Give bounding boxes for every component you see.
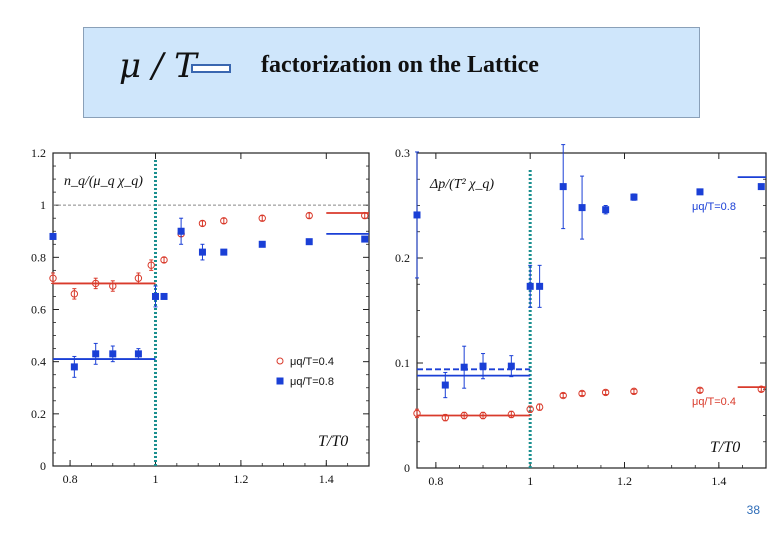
data-point-circle <box>526 405 534 413</box>
y-tick-label: 0.8 <box>31 250 46 264</box>
legend-marker <box>276 357 284 365</box>
data-point-square <box>413 211 421 219</box>
data-point-square <box>258 240 266 248</box>
y-tick-label: 0.2 <box>395 251 410 265</box>
x-tick-label: 1 <box>152 472 158 486</box>
data-point-circle <box>507 410 516 419</box>
y-tick-label: 1.2 <box>31 146 46 160</box>
data-point-square <box>578 204 586 212</box>
data-point-circle <box>49 274 57 282</box>
data-point-circle <box>198 219 207 228</box>
data-point-square <box>160 292 168 300</box>
x-tick-label: 1.2 <box>617 474 632 488</box>
y-tick-label: 1 <box>40 198 46 212</box>
data-point-square <box>526 282 534 290</box>
data-point-circle <box>92 279 100 288</box>
data-point-square <box>507 362 515 370</box>
data-point-square <box>460 363 468 371</box>
legend-label: μq/T=0.4 <box>692 396 736 408</box>
x-tick-label: 1 <box>527 474 533 488</box>
x-axis-label: T/T0 <box>318 433 348 450</box>
data-point-square <box>361 235 369 243</box>
data-point-circle <box>134 274 143 282</box>
data-point-circle <box>147 261 155 269</box>
data-point-circle <box>413 409 421 418</box>
data-point-square <box>134 350 142 358</box>
data-point-circle <box>305 211 313 220</box>
x-tick-label: 1.4 <box>711 474 726 488</box>
data-point-circle <box>479 411 487 420</box>
data-point-square <box>109 350 117 358</box>
y-tick-label: 0.4 <box>31 355 46 369</box>
legend-marker <box>276 377 284 385</box>
data-point-circle <box>220 217 228 225</box>
data-point-square <box>70 363 78 371</box>
data-point-square <box>630 193 638 201</box>
legend-label: μq/T=0.8 <box>290 376 334 388</box>
data-point-square <box>536 282 544 290</box>
title-box: μ / T factorization on the Lattice <box>83 27 700 118</box>
y-tick-label: 0.3 <box>395 146 410 160</box>
data-point-square <box>92 350 100 358</box>
data-point-square <box>441 381 449 389</box>
data-point-square <box>479 362 487 370</box>
x-tick-label: 0.8 <box>63 472 78 486</box>
data-point-circle <box>361 211 369 220</box>
x-tick-label: 0.8 <box>428 474 443 488</box>
data-point-square <box>696 188 704 196</box>
x-tick-label: 1.4 <box>319 472 334 486</box>
y-axis-label: Δp/(T² χ_q) <box>429 177 494 192</box>
y-tick-label: 0 <box>404 461 410 475</box>
data-point-square <box>757 183 765 191</box>
title-symbol: μ / T <box>119 46 197 86</box>
x-axis-label: T/T0 <box>710 439 740 456</box>
data-point-square <box>49 232 57 240</box>
legend-label: μq/T=0.4 <box>290 356 334 368</box>
data-point-circle <box>559 391 567 400</box>
data-point-circle <box>696 386 704 394</box>
x-tick-label: 1.2 <box>233 472 248 486</box>
data-point-square <box>559 183 567 191</box>
slide-number: 38 <box>746 503 760 517</box>
data-point-circle <box>258 214 266 222</box>
data-point-circle <box>160 256 168 264</box>
data-point-square <box>602 206 610 214</box>
data-point-circle <box>601 388 610 397</box>
y-tick-label: 0.1 <box>395 356 410 370</box>
slide-title: factorization on the Lattice <box>261 52 539 78</box>
legend-label: μq/T=0.8 <box>692 201 736 213</box>
data-point-circle <box>109 282 117 290</box>
y-tick-label: 0.2 <box>31 407 46 421</box>
data-point-square <box>177 227 185 235</box>
data-point-square <box>198 248 206 256</box>
equals-box-icon <box>191 64 231 73</box>
y-tick-label: 0 <box>40 459 46 473</box>
data-point-circle <box>441 413 449 422</box>
data-point-circle <box>460 411 468 420</box>
data-point-circle <box>578 389 586 398</box>
data-point-circle <box>630 387 638 396</box>
data-point-square <box>151 292 159 300</box>
y-axis-label: n_q/(μ_q χ_q) <box>64 174 143 189</box>
data-point-square <box>305 238 313 246</box>
y-tick-label: 0.6 <box>31 303 46 317</box>
data-point-circle <box>70 290 79 298</box>
data-point-circle <box>535 403 544 411</box>
data-point-square <box>220 248 228 256</box>
data-point-circle <box>757 385 765 393</box>
